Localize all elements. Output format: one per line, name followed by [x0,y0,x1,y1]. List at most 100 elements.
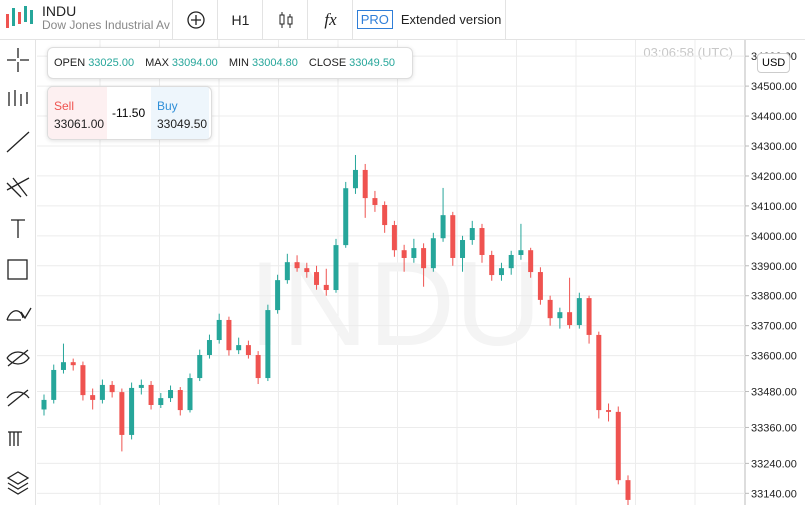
candle-body [567,312,573,326]
candle-body [304,268,310,273]
crosshair-tool[interactable] [7,48,29,72]
pattern-tool[interactable] [6,307,32,321]
candle-body [615,411,621,481]
timeframe-button[interactable]: H1 [217,0,263,39]
candle-body [352,169,358,189]
ohlc-label: CLOSE [308,57,347,69]
candle-body [255,354,261,379]
candle-body [547,299,553,319]
candle-body [168,390,174,399]
shape-tool[interactable] [7,259,28,280]
candle-body [41,399,47,410]
pro-badge: PRO [356,10,393,29]
top-bar: INDU Dow Jones Industrial Ave H1 fx PRO … [0,0,805,40]
instrument-name: Dow Jones Industrial Ave [42,18,170,32]
candle-body [129,387,135,435]
candle-body [440,215,446,239]
y-tick-label: 33700.00 [751,321,797,333]
candles-tool[interactable] [8,90,28,106]
layers-tool[interactable] [6,471,30,495]
logo [6,6,33,28]
symbol: INDU [42,3,77,19]
candle-body [148,384,154,405]
candle-body [323,284,329,291]
extended-label: Extended version [400,12,502,27]
ohlc-value: 33004.80 [251,57,298,69]
text-tool[interactable] [11,219,25,238]
fib-tool[interactable] [6,177,30,198]
y-tick-label: 34400.00 [751,111,797,123]
candle-body [109,384,115,393]
candle-body [489,254,495,276]
candle-body [343,188,349,246]
add-button[interactable] [172,0,218,39]
y-tick-label: 33900.00 [751,261,797,273]
candle-body [508,254,514,269]
line-tool[interactable] [6,131,30,153]
ohlc-label: OPEN [54,57,86,69]
y-tick-label: 34200.00 [751,171,797,183]
y-tick-label: 33800.00 [751,291,797,303]
delete-all-tool[interactable] [8,431,22,446]
candle-body [537,272,543,300]
y-tick-label: 33140.00 [751,488,797,500]
ohlc-value: 33049.50 [349,57,396,69]
clock: 03:06:58 (UTC) [643,45,733,60]
candle-body [430,238,436,269]
candle-body [99,384,105,400]
candle-body [469,228,475,241]
candle-body [411,248,417,258]
candle-body [362,169,368,199]
indicators-button[interactable]: fx [307,0,353,39]
candle-body [226,319,232,351]
sell-price: 33061.00 [54,117,105,131]
candle-body [60,362,66,370]
candle-body [606,410,612,412]
candle-body [391,225,397,251]
candle-body [625,480,631,500]
candle-body [90,395,96,400]
candle-body [294,262,300,269]
candle-body [372,198,378,205]
candle-body [586,298,592,335]
sell-label: Sell [54,99,75,113]
candle-body [596,334,602,411]
buy-button[interactable]: Buy 33049.50 [151,87,209,139]
candle-body [158,398,164,405]
trade-panel: Sell 33061.00 -11.50 Buy 33049.50 [47,86,212,140]
ohlc-panel: OPEN 33025.00 MAX 33094.00 MIN 33004.80 CLOSE 3… [47,47,414,79]
candle-body [421,248,427,269]
candle-body [479,228,485,255]
candle-icon [279,11,292,28]
hide-tool[interactable] [6,349,30,367]
y-tick-label: 33480.00 [751,387,797,399]
candle-body [275,280,281,311]
hide-123-tool[interactable] [6,389,30,407]
candle-body [284,262,290,281]
y-tick-label: 34000.00 [751,231,797,243]
ohlc-value: 33025.00 [88,57,135,69]
sell-button[interactable]: Sell 33061.00 [48,87,107,139]
candle-body [138,384,144,388]
candle-body [528,250,534,273]
y-tick-label: 34100.00 [751,201,797,213]
chart-type-button[interactable] [262,0,308,39]
y-tick-label: 33600.00 [751,351,797,363]
spread: -11.50 [112,106,146,120]
y-tick-label: 33360.00 [751,422,797,434]
buy-label: Buy [157,99,178,113]
ohlc-value: 33094.00 [171,57,218,69]
candle-body [450,215,456,258]
tool-bar [0,40,36,505]
candle-body [557,312,563,319]
candle-body [80,365,86,396]
candle-body [498,268,504,276]
candle-body [518,250,524,255]
candle-body [216,319,222,341]
extended-button[interactable]: PRO Extended version [352,0,506,39]
candle-body [576,298,582,326]
tool-icons [6,48,32,495]
currency-button[interactable]: USD [757,53,791,73]
